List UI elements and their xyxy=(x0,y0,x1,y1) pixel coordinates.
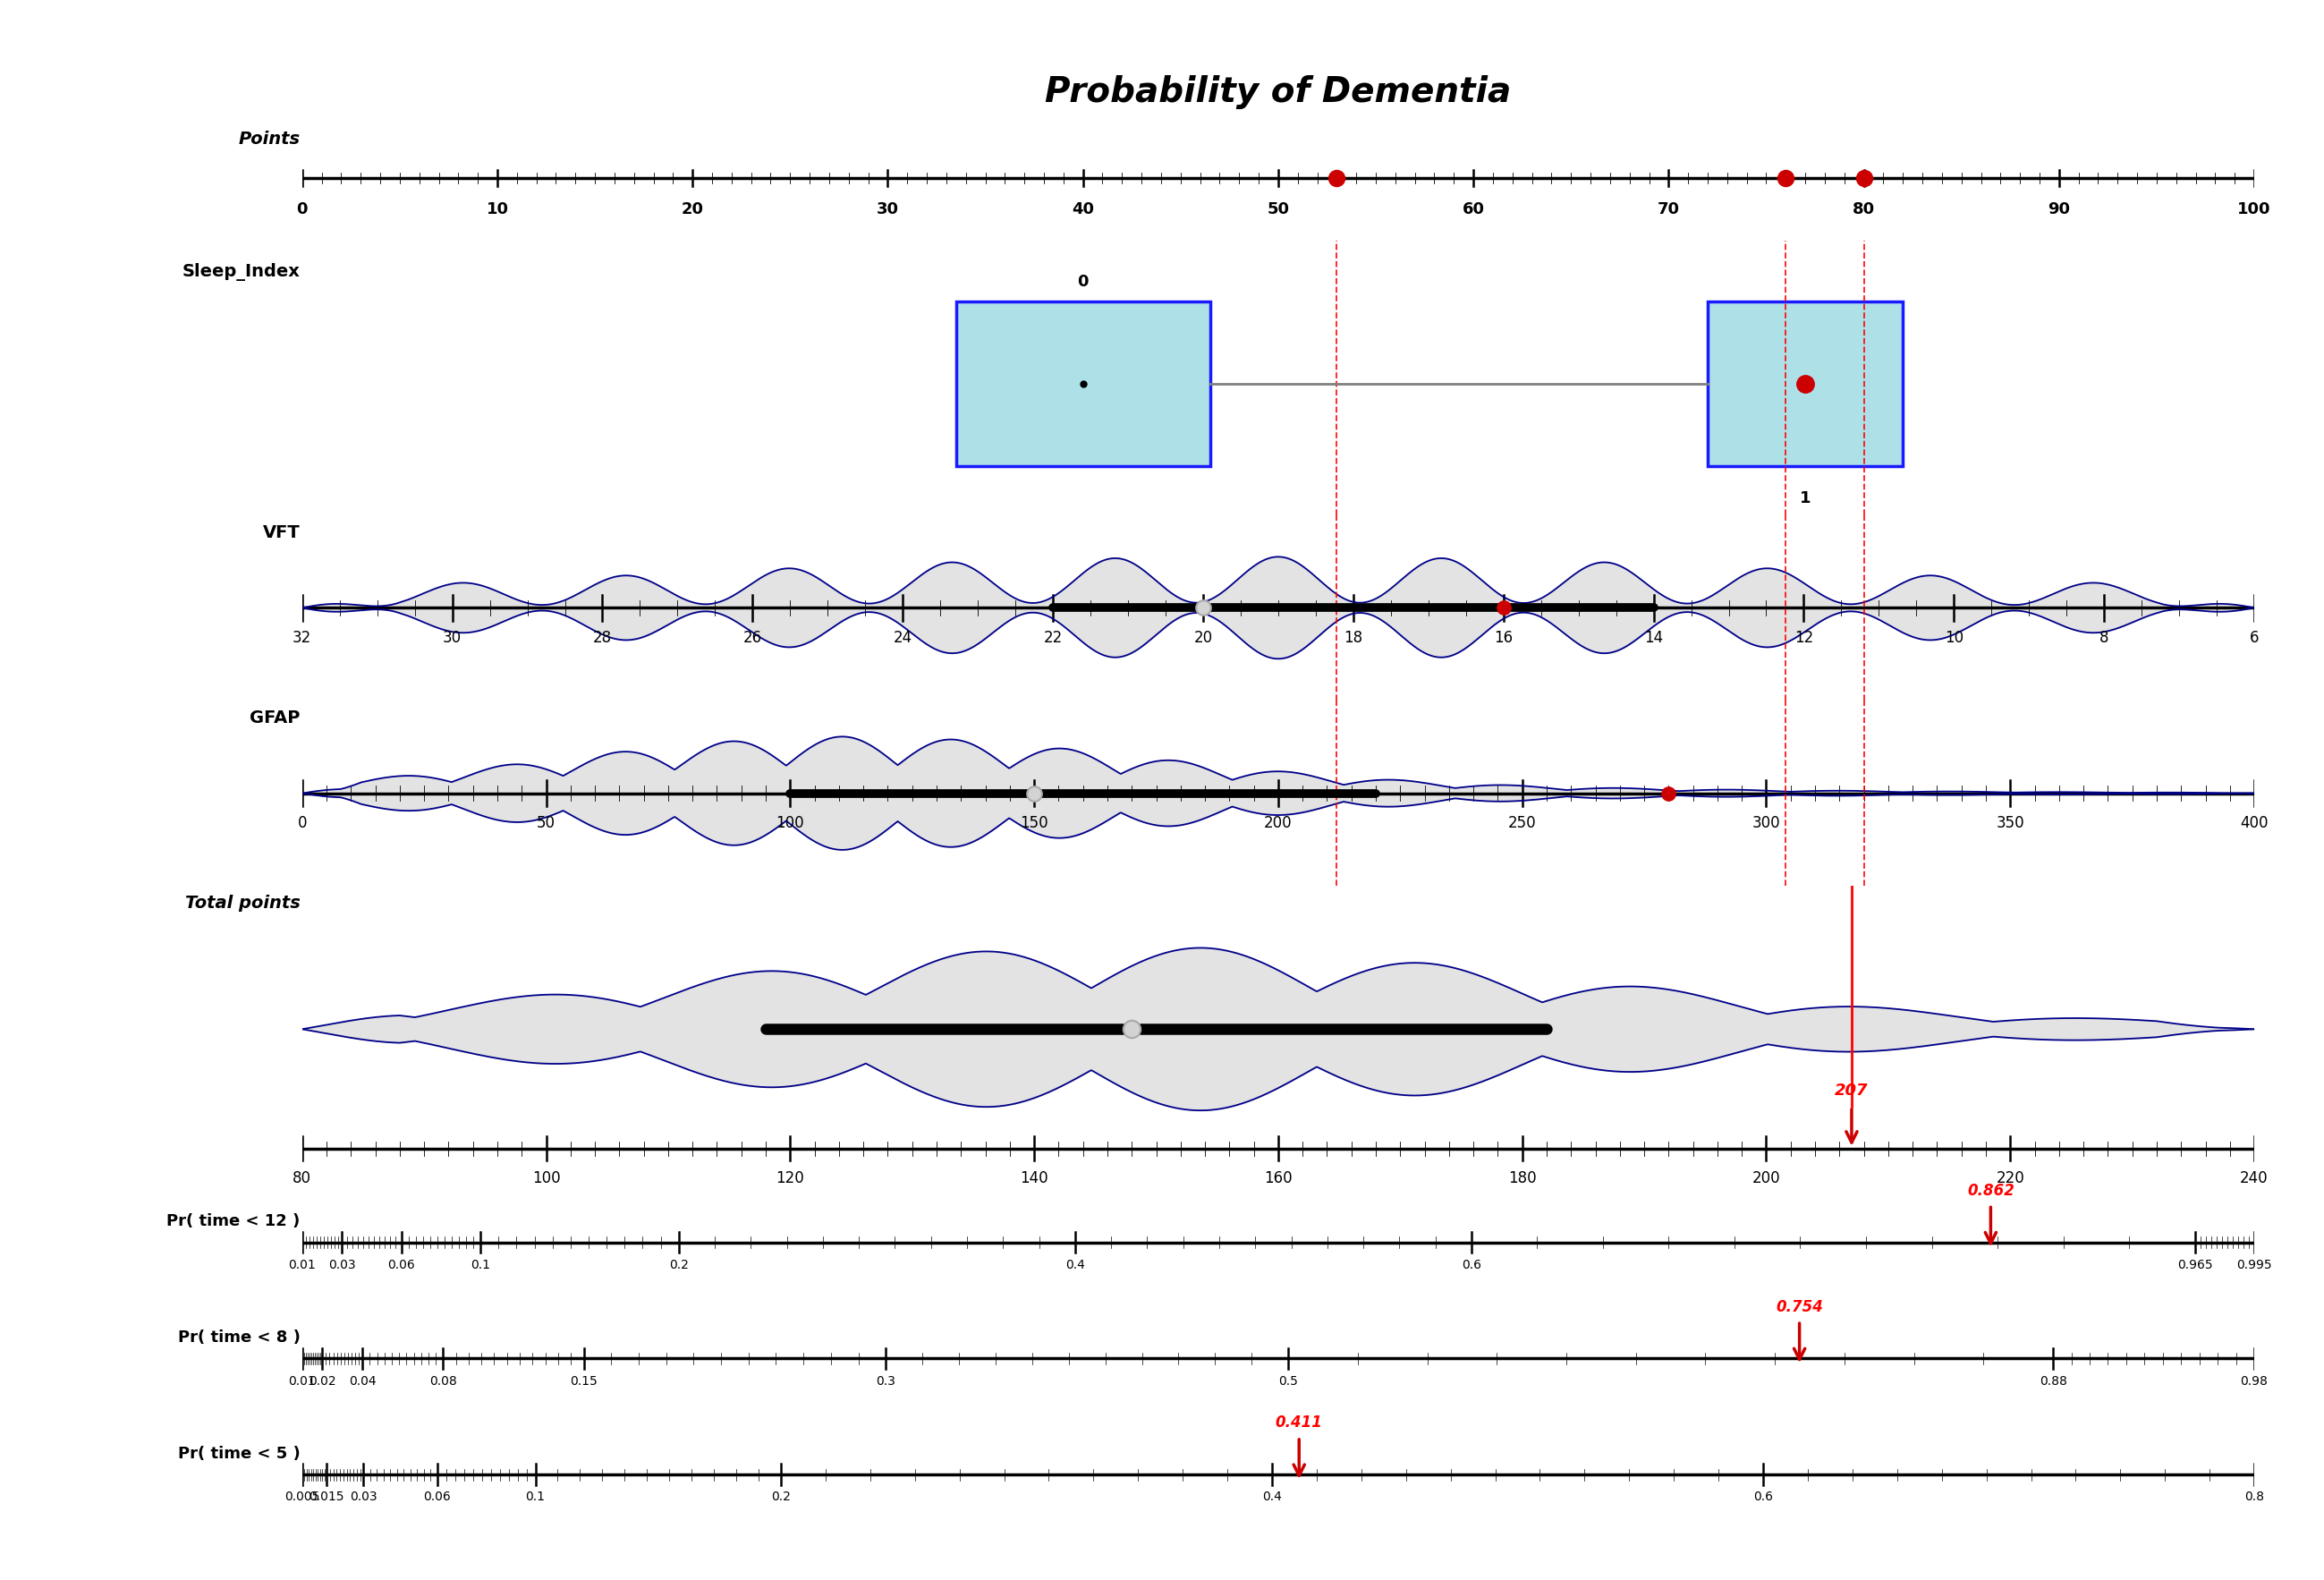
Text: 120: 120 xyxy=(776,1169,804,1187)
Text: 50: 50 xyxy=(537,815,555,831)
Text: 20: 20 xyxy=(1195,630,1213,646)
Bar xyxy=(1708,302,1903,466)
Text: 400: 400 xyxy=(2240,815,2268,831)
Text: 220: 220 xyxy=(1996,1169,2024,1187)
Text: 0.995: 0.995 xyxy=(2236,1259,2273,1272)
Text: 0.03: 0.03 xyxy=(328,1259,356,1272)
Text: 0.02: 0.02 xyxy=(309,1375,337,1387)
Text: 0.01: 0.01 xyxy=(288,1375,316,1387)
Text: 0.2: 0.2 xyxy=(669,1259,688,1272)
Text: 28: 28 xyxy=(593,630,611,646)
Text: 200: 200 xyxy=(1264,815,1292,831)
Text: 8: 8 xyxy=(2099,630,2108,646)
Text: 0: 0 xyxy=(297,201,307,216)
Text: 0.06: 0.06 xyxy=(388,1259,416,1272)
Text: 0.1: 0.1 xyxy=(472,1259,490,1272)
Text: 12: 12 xyxy=(1794,630,1813,646)
Text: 22: 22 xyxy=(1043,630,1062,646)
Text: 30: 30 xyxy=(876,201,899,216)
Text: 60: 60 xyxy=(1462,201,1485,216)
Text: 24: 24 xyxy=(892,630,913,646)
Text: 0: 0 xyxy=(1078,275,1088,291)
Text: 0.6: 0.6 xyxy=(1462,1259,1480,1272)
Text: Points: Points xyxy=(239,131,300,149)
Text: 0.4: 0.4 xyxy=(1064,1259,1085,1272)
Text: 80: 80 xyxy=(293,1169,311,1187)
Text: 70: 70 xyxy=(1657,201,1680,216)
Text: 50: 50 xyxy=(1267,201,1290,216)
Text: GFAP: GFAP xyxy=(249,709,300,727)
Text: Pr( time < 8 ): Pr( time < 8 ) xyxy=(177,1329,300,1346)
Text: 16: 16 xyxy=(1494,630,1513,646)
Text: 40: 40 xyxy=(1071,201,1095,216)
Text: Pr( time < 5 ): Pr( time < 5 ) xyxy=(179,1446,300,1462)
Text: 0.862: 0.862 xyxy=(1966,1183,2015,1199)
Text: 0.965: 0.965 xyxy=(2178,1259,2212,1272)
Text: 100: 100 xyxy=(532,1169,560,1187)
Text: 207: 207 xyxy=(1836,1082,1868,1098)
Text: 0.04: 0.04 xyxy=(349,1375,376,1387)
Text: 0.03: 0.03 xyxy=(351,1492,376,1503)
Text: 0.08: 0.08 xyxy=(430,1375,458,1387)
Text: 0.754: 0.754 xyxy=(1776,1299,1822,1315)
Text: 0: 0 xyxy=(297,815,307,831)
Text: 0.88: 0.88 xyxy=(2038,1375,2066,1387)
Text: 200: 200 xyxy=(1752,1169,1780,1187)
Text: 0.15: 0.15 xyxy=(569,1375,597,1387)
Text: VFT: VFT xyxy=(263,525,300,542)
Text: 0.8: 0.8 xyxy=(2245,1492,2264,1503)
Text: Total points: Total points xyxy=(186,894,300,912)
Text: Probability of Dementia: Probability of Dementia xyxy=(1046,74,1511,109)
Text: 26: 26 xyxy=(744,630,762,646)
Text: 80: 80 xyxy=(1852,201,1875,216)
Text: 0.2: 0.2 xyxy=(772,1492,790,1503)
Text: 0.1: 0.1 xyxy=(525,1492,546,1503)
Text: 160: 160 xyxy=(1264,1169,1292,1187)
Text: 0.3: 0.3 xyxy=(876,1375,895,1387)
Text: 350: 350 xyxy=(1996,815,2024,831)
Text: 32: 32 xyxy=(293,630,311,646)
Text: 300: 300 xyxy=(1752,815,1780,831)
Text: 1: 1 xyxy=(1799,490,1810,507)
Text: 10: 10 xyxy=(486,201,509,216)
Text: 140: 140 xyxy=(1020,1169,1048,1187)
Text: 0.06: 0.06 xyxy=(423,1492,451,1503)
Text: 10: 10 xyxy=(1945,630,1964,646)
Text: 30: 30 xyxy=(444,630,462,646)
Text: 0.411: 0.411 xyxy=(1276,1416,1322,1431)
Bar xyxy=(955,302,1211,466)
Text: 250: 250 xyxy=(1508,815,1536,831)
Text: 150: 150 xyxy=(1020,815,1048,831)
Text: Pr( time < 12 ): Pr( time < 12 ) xyxy=(167,1213,300,1229)
Text: 20: 20 xyxy=(681,201,704,216)
Text: 0.98: 0.98 xyxy=(2240,1375,2268,1387)
Text: 100: 100 xyxy=(2238,201,2271,216)
Text: 0.015: 0.015 xyxy=(309,1492,344,1503)
Text: 100: 100 xyxy=(776,815,804,831)
Text: 90: 90 xyxy=(2047,201,2071,216)
Text: 240: 240 xyxy=(2240,1169,2268,1187)
Text: 0.5: 0.5 xyxy=(1278,1375,1299,1387)
Text: 0.6: 0.6 xyxy=(1752,1492,1773,1503)
Text: 0.01: 0.01 xyxy=(288,1259,316,1272)
Text: 0.4: 0.4 xyxy=(1262,1492,1283,1503)
Text: 0.005: 0.005 xyxy=(284,1492,321,1503)
Text: Sleep_Index: Sleep_Index xyxy=(181,262,300,281)
Text: 6: 6 xyxy=(2250,630,2259,646)
Text: 180: 180 xyxy=(1508,1169,1536,1187)
Text: 14: 14 xyxy=(1643,630,1664,646)
Text: 18: 18 xyxy=(1343,630,1362,646)
